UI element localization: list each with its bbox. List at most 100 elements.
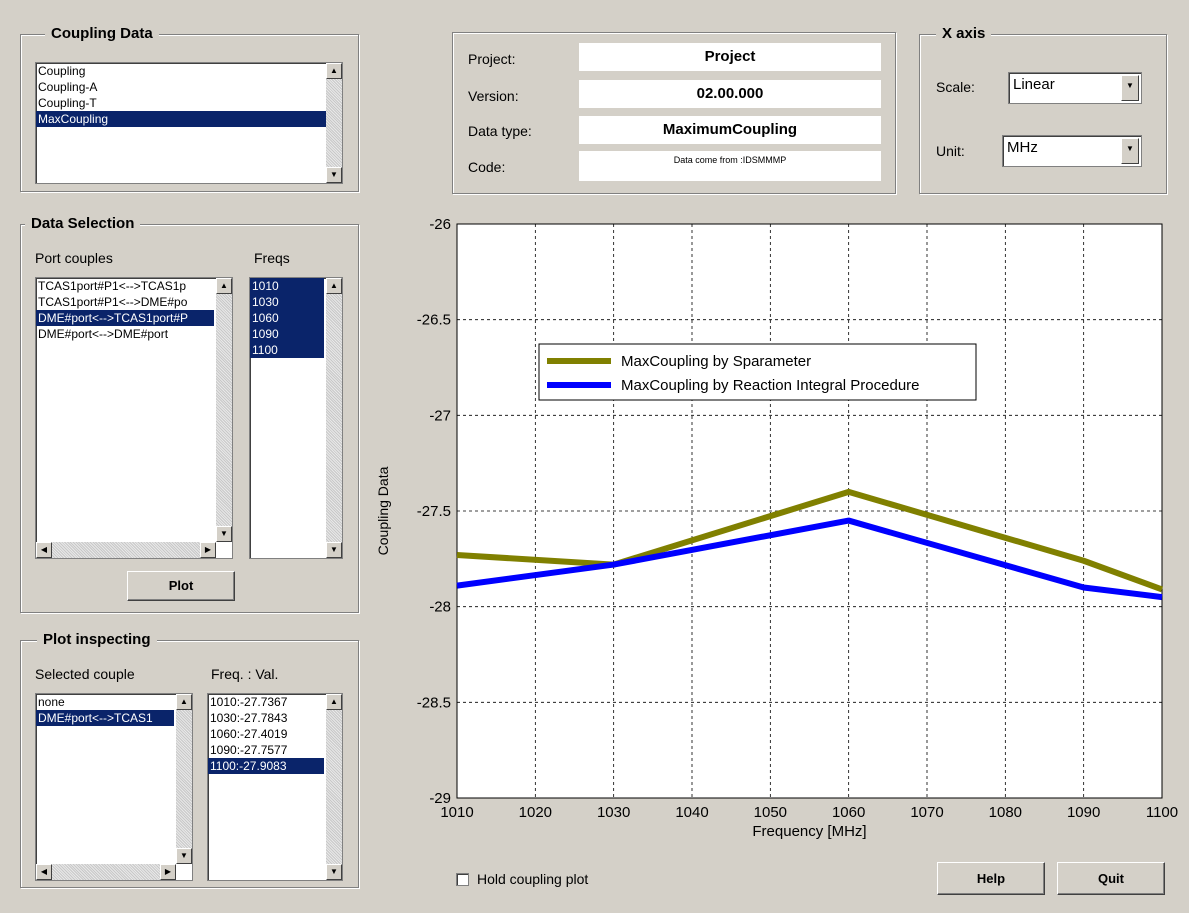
code-value: Data come from :IDSMMMP [579,151,881,181]
port-couples-label: Port couples [35,250,113,266]
scroll-up-icon[interactable]: ▲ [326,63,342,79]
y-tick-label: -28 [429,599,451,616]
selected-couple-item[interactable]: none [38,695,65,709]
scroll-up-icon[interactable]: ▲ [326,278,342,294]
freq-value-item[interactable]: 1090:-27.7577 [210,743,288,757]
couple-vscrollbar[interactable]: ▲ ▼ [176,694,192,864]
scale-value: Linear [1013,76,1055,93]
scroll-up-icon[interactable]: ▲ [176,694,192,710]
coupling-type-list[interactable]: Coupling Coupling-A Coupling-T MaxCoupling … [35,62,343,184]
x-tick-label: 1090 [1067,804,1100,821]
freq-item[interactable]: 1090 [250,326,324,342]
plot-area [456,223,1163,799]
plot-inspecting-title: Plot inspecting [37,631,157,648]
info-panel: Project: Project Version: 02.00.000 Data… [452,32,896,194]
project-label: Project: [468,51,516,67]
coupling-list-scrollbar[interactable]: ▲ ▼ [326,63,342,183]
y-tick-label: -27 [429,407,451,424]
coupling-data-title: Coupling Data [45,25,159,42]
quit-button[interactable]: Quit [1057,862,1165,895]
help-button[interactable]: Help [937,862,1045,895]
scroll-down-icon[interactable]: ▼ [326,542,342,558]
x-tick-label: 1070 [910,804,943,821]
scroll-right-icon[interactable]: ▶ [160,864,176,880]
code-label: Code: [468,159,506,175]
port-couples-hscrollbar[interactable]: ◀ ▶ [36,542,216,558]
port-couples-list[interactable]: TCAS1port#P1<-->TCAS1p TCAS1port#P1<-->DM… [35,277,233,559]
y-tick-label: -28.5 [417,694,451,711]
couple-hscrollbar[interactable]: ◀ ▶ [36,864,176,880]
x-tick-label: 1010 [440,804,473,821]
x-tick-label: 1040 [675,804,708,821]
y-tick-label: -26 [429,216,451,233]
unit-label: Unit: [936,143,965,159]
scroll-down-icon[interactable]: ▼ [176,848,192,864]
freq-value-scrollbar[interactable]: ▲ ▼ [326,694,342,880]
selected-couple-list[interactable]: none DME#port<-->TCAS1 ▲ ▼ ◀ ▶ [35,693,193,881]
coupling-data-panel: Coupling Data Coupling Coupling-A Coupling… [20,25,359,192]
scroll-right-icon[interactable]: ▶ [200,542,216,558]
chevron-down-icon[interactable]: ▼ [1121,138,1139,164]
x-tick-label: 1100 [1146,804,1178,821]
scroll-down-icon[interactable]: ▼ [326,167,342,183]
selected-couple-item[interactable]: DME#port<-->TCAS1 [36,710,174,726]
port-couples-vscrollbar[interactable]: ▲ ▼ [216,278,232,542]
scroll-down-icon[interactable]: ▼ [326,864,342,880]
x-tick-label: 1030 [597,804,630,821]
freq-item[interactable]: 1030 [250,294,324,310]
plot-border [456,223,1163,799]
scroll-up-icon[interactable]: ▲ [326,694,342,710]
coupling-list-item[interactable]: Coupling-T [38,96,97,110]
freq-value-item[interactable]: 1030:-27.7843 [210,711,288,725]
scroll-up-icon[interactable]: ▲ [216,278,232,294]
plot-button[interactable]: Plot [127,571,235,601]
y-tick-label: -26.5 [417,312,451,329]
scroll-left-icon[interactable]: ◀ [36,864,52,880]
freqs-list[interactable]: 1010 1030 1060 1090 1100 ▲ ▼ [249,277,343,559]
hold-coupling-label: Hold coupling plot [477,871,589,887]
version-value: 02.00.000 [579,80,881,108]
port-couple-item[interactable]: DME#port<-->TCAS1port#P [36,310,214,326]
selected-couple-label: Selected couple [35,666,135,682]
data-selection-panel: Data Selection Port couples Freqs TCAS1p… [20,215,359,613]
chevron-down-icon[interactable]: ▼ [1121,75,1139,101]
series-line-0 [456,488,1164,593]
legend-label: MaxCoupling by Sparameter [621,353,811,370]
x-tick-label: 1080 [989,804,1022,821]
unit-value: MHz [1007,139,1038,156]
x-tick-label: 1020 [519,804,552,821]
coupling-chart: 1010 1020 1030 1040 1050 1060 1070 1080 1090 1100… [375,216,1178,840]
port-couple-item[interactable]: TCAS1port#P1<-->TCAS1p [38,279,187,293]
scroll-down-icon[interactable]: ▼ [216,526,232,542]
scroll-left-icon[interactable]: ◀ [36,542,52,558]
coupling-list-item[interactable]: Coupling-A [38,80,98,94]
project-value: Project [579,43,881,71]
freq-value-item[interactable]: 1060:-27.4019 [210,727,288,741]
port-couple-item[interactable]: DME#port<-->DME#port [38,327,169,341]
version-label: Version: [468,88,519,104]
freq-value-item[interactable]: 1010:-27.7367 [210,695,288,709]
coupling-list-item[interactable]: MaxCoupling [36,111,342,127]
data-selection-title: Data Selection [25,215,141,232]
x-tick-label: 1050 [754,804,787,821]
unit-select[interactable]: MHz ▼ [1002,135,1142,167]
freq-val-label: Freq. : Val. [211,666,279,682]
freq-item[interactable]: 1100 [250,342,324,358]
datatype-value: MaximumCoupling [579,116,881,144]
freq-item[interactable]: 1060 [250,310,324,326]
legend-box [538,343,977,401]
datatype-label: Data type: [468,123,532,139]
freq-value-item[interactable]: 1100:-27.9083 [208,758,324,774]
coupling-list-item[interactable]: Coupling [38,64,86,78]
freq-value-list[interactable]: 1010:-27.7367 1030:-27.7843 1060:-27.4019 1… [207,693,343,881]
scale-select[interactable]: Linear ▼ [1008,72,1142,104]
x-axis-panel: X axis Scale: Linear ▼ Unit: MHz ▼ [919,25,1167,194]
x-tick-label: 1060 [832,804,865,821]
x-axis-label: Frequency [MHz] [752,823,866,840]
hold-coupling-checkbox[interactable] [456,873,469,886]
freq-item[interactable]: 1010 [250,278,324,294]
series-line-1 [456,517,1163,601]
freqs-scrollbar[interactable]: ▲ ▼ [326,278,342,558]
port-couple-item[interactable]: TCAS1port#P1<-->DME#po [38,295,188,309]
y-tick-label: -27.5 [417,503,451,520]
